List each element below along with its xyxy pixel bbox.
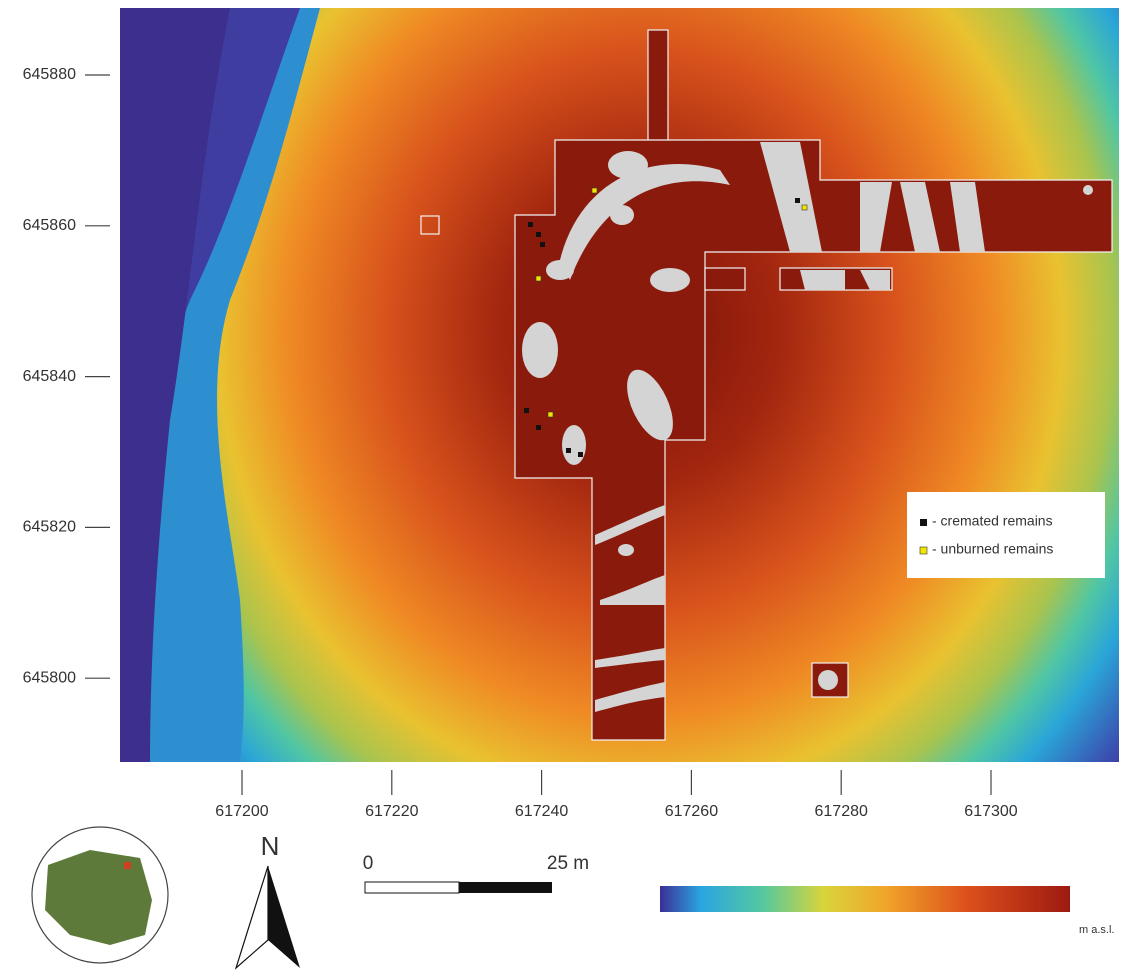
y-tick-label: 645800	[23, 669, 76, 686]
legend-swatch	[920, 547, 927, 554]
y-tick-label: 645820	[23, 519, 76, 536]
x-tick-label: 617220	[365, 803, 418, 820]
x-axis: 617200 617220 617240 617260 617280 617300	[215, 770, 1017, 820]
north-arrow: N	[236, 831, 300, 968]
legend: - cremated remains - unburned remains	[907, 492, 1105, 578]
y-tick-label: 645860	[23, 217, 76, 234]
color-scale: m a.s.l.	[660, 886, 1114, 936]
x-tick-label: 617260	[665, 803, 718, 820]
x-tick-label: 617280	[815, 803, 868, 820]
scale-label: 0	[363, 853, 374, 874]
scale-label: 25 m	[547, 853, 589, 874]
locator-map	[32, 827, 168, 963]
legend-swatch	[920, 519, 927, 526]
map: - cremated remains - unburned remains	[120, 8, 1119, 762]
x-tick-label: 617200	[215, 803, 268, 820]
legend-label: - unburned remains	[932, 541, 1053, 557]
y-tick-label: 645840	[23, 368, 76, 385]
legend-box	[907, 492, 1105, 578]
scale-bar: 0 25 m	[363, 853, 589, 893]
y-tick-label: 645880	[23, 66, 76, 83]
page: 138140142144146148150152154156	[0, 0, 1129, 979]
y-axis: 645880 645860 645840 645820 645800	[23, 66, 110, 686]
legend-label: - cremated remains	[932, 513, 1053, 529]
x-tick-label: 617300	[964, 803, 1017, 820]
color-scale-unit: m a.s.l.	[1079, 924, 1114, 936]
x-tick-label: 617240	[515, 803, 568, 820]
color-bar	[660, 886, 1070, 912]
north-label: N	[261, 831, 280, 861]
